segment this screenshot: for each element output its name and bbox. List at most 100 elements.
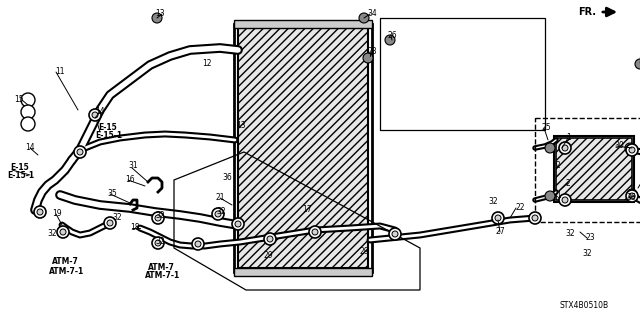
Text: 35: 35	[107, 189, 116, 198]
Circle shape	[312, 229, 318, 235]
Text: 31: 31	[128, 161, 138, 170]
Bar	[234, 20, 372, 28]
Text: FR.: FR.	[578, 7, 596, 17]
Circle shape	[21, 105, 35, 119]
Bar	[554, 136, 634, 202]
Circle shape	[155, 240, 161, 246]
Circle shape	[559, 194, 571, 206]
Circle shape	[92, 112, 98, 118]
Text: E-15-1: E-15-1	[7, 172, 34, 181]
Text: 17: 17	[302, 205, 312, 214]
Circle shape	[545, 143, 555, 153]
Text: 32: 32	[582, 249, 591, 258]
Text: 16: 16	[125, 175, 134, 184]
Text: 27: 27	[495, 227, 504, 236]
Circle shape	[264, 233, 276, 245]
Circle shape	[392, 231, 398, 237]
Circle shape	[309, 226, 321, 238]
Text: 22: 22	[516, 204, 525, 212]
Text: 25: 25	[542, 123, 552, 132]
Circle shape	[235, 221, 241, 227]
Circle shape	[34, 206, 46, 218]
Text: 21: 21	[215, 194, 225, 203]
Circle shape	[495, 215, 501, 221]
Circle shape	[57, 226, 69, 238]
Text: 32: 32	[155, 238, 164, 247]
Text: E-15-1: E-15-1	[95, 131, 122, 140]
Text: 14: 14	[25, 144, 35, 152]
Text: ATM-7: ATM-7	[52, 257, 79, 266]
Text: ATM-7: ATM-7	[148, 263, 175, 271]
Text: 29: 29	[360, 248, 370, 256]
Circle shape	[545, 191, 555, 201]
Text: 32: 32	[216, 207, 226, 217]
Circle shape	[232, 218, 244, 230]
Circle shape	[215, 211, 221, 217]
Text: 13: 13	[155, 10, 164, 19]
Circle shape	[532, 215, 538, 221]
Text: 23: 23	[586, 234, 596, 242]
Circle shape	[635, 59, 640, 69]
Bar	[234, 268, 372, 276]
Text: 36: 36	[626, 194, 636, 203]
Text: 14: 14	[95, 108, 104, 116]
Circle shape	[74, 146, 86, 158]
Text: 32: 32	[565, 229, 575, 239]
Text: 15: 15	[14, 95, 24, 105]
Text: 30: 30	[614, 142, 624, 151]
Text: ATM-7-1: ATM-7-1	[49, 266, 84, 276]
Circle shape	[385, 35, 395, 45]
Circle shape	[152, 13, 162, 23]
Circle shape	[212, 208, 224, 220]
Circle shape	[60, 229, 66, 235]
Text: 10: 10	[638, 57, 640, 66]
Circle shape	[363, 53, 373, 63]
Circle shape	[626, 144, 638, 156]
Circle shape	[192, 238, 204, 250]
Text: 32: 32	[112, 213, 122, 222]
Circle shape	[562, 197, 568, 203]
Text: 18: 18	[130, 224, 140, 233]
Circle shape	[389, 228, 401, 240]
Circle shape	[492, 212, 504, 224]
Circle shape	[625, 143, 635, 153]
Circle shape	[195, 241, 201, 247]
Text: 32: 32	[47, 229, 56, 239]
Bar	[535, 118, 640, 222]
Circle shape	[626, 190, 638, 202]
Circle shape	[21, 117, 35, 131]
Text: 19: 19	[52, 210, 61, 219]
Bar	[556, 138, 632, 200]
Circle shape	[155, 215, 161, 221]
Text: 26: 26	[388, 32, 397, 41]
Bar	[238, 28, 368, 268]
Text: 11: 11	[55, 68, 65, 77]
Text: E-15: E-15	[98, 123, 116, 132]
Text: ATM-7-1: ATM-7-1	[145, 271, 180, 280]
Circle shape	[559, 142, 571, 154]
Circle shape	[562, 145, 568, 151]
Circle shape	[77, 149, 83, 155]
Circle shape	[627, 189, 637, 199]
Text: 2: 2	[556, 161, 561, 170]
Circle shape	[37, 209, 43, 215]
Text: 1: 1	[566, 133, 571, 143]
Text: 1: 1	[556, 191, 561, 201]
Circle shape	[89, 109, 101, 121]
Text: 29: 29	[263, 250, 273, 259]
Text: 13: 13	[236, 122, 246, 130]
Circle shape	[267, 236, 273, 242]
Circle shape	[21, 93, 35, 107]
Circle shape	[152, 212, 164, 224]
Circle shape	[104, 217, 116, 229]
Circle shape	[359, 13, 369, 23]
Circle shape	[529, 212, 541, 224]
Text: 12: 12	[202, 60, 211, 69]
Circle shape	[152, 237, 164, 249]
Text: 28: 28	[368, 48, 378, 56]
Text: 36: 36	[222, 174, 232, 182]
Text: 2: 2	[566, 179, 571, 188]
Text: 32: 32	[488, 197, 498, 206]
Circle shape	[629, 193, 635, 199]
Text: STX4B0510B: STX4B0510B	[560, 301, 609, 310]
